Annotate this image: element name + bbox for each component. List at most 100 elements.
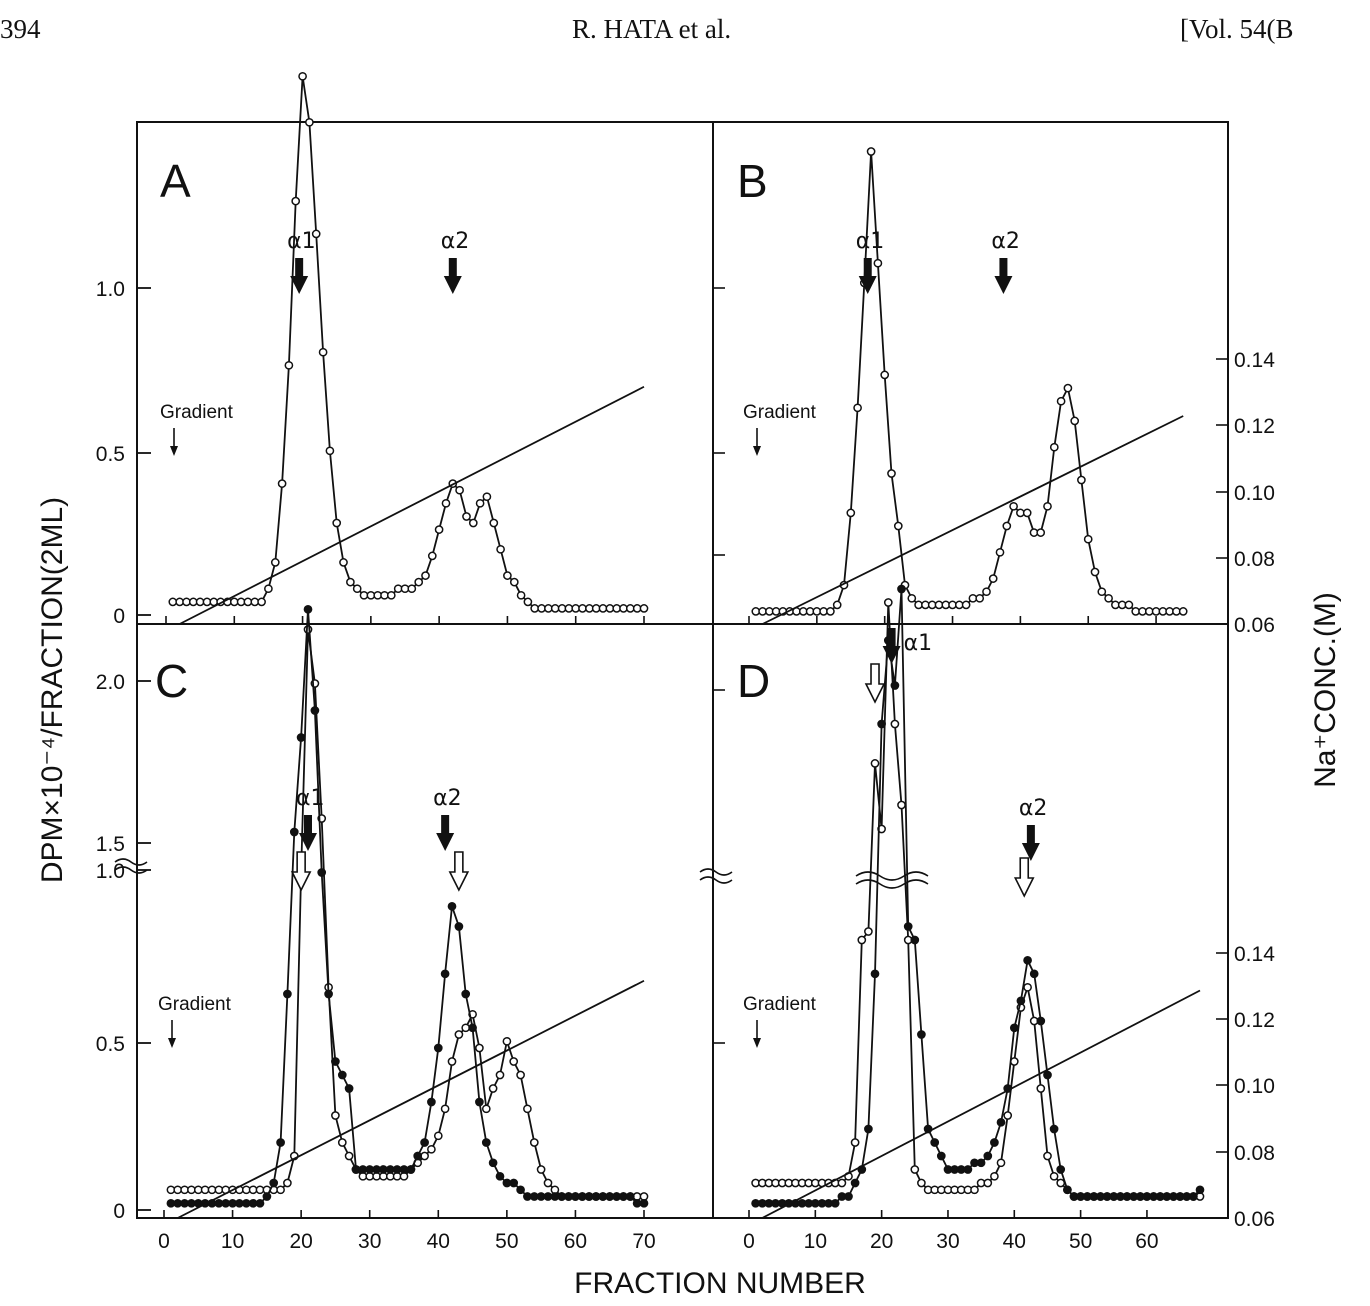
data-point-b-open-38 bbox=[1002, 521, 1012, 531]
gradient-arrowhead-a bbox=[170, 446, 178, 456]
na-tick-label-bottom-1: 0.08 bbox=[1234, 1142, 1275, 1165]
peak-arrow-open-d-1 bbox=[864, 663, 886, 704]
y-tick-label-bottom-0: 0 bbox=[113, 1200, 125, 1223]
data-point-a-open-45 bbox=[468, 518, 478, 528]
data-point-b-open-41 bbox=[1022, 508, 1032, 518]
data-point-c-filled-16 bbox=[269, 1178, 279, 1188]
gradient-arrowhead-b bbox=[753, 446, 761, 456]
data-point-c-open-7 bbox=[207, 1185, 217, 1195]
data-point-c-open-4 bbox=[187, 1185, 196, 1195]
data-point-c-filled-56 bbox=[543, 1192, 553, 1201]
na-tick-label-top-3: 0.12 bbox=[1234, 415, 1275, 438]
data-point-c-filled-45 bbox=[468, 1023, 477, 1033]
peak-arrow-shaft-d-0 bbox=[887, 628, 896, 648]
y-tick-label-top-2: 1.0 bbox=[96, 278, 125, 301]
peak-label-b-alpha1: α1 bbox=[856, 229, 885, 254]
data-point-c-filled-51 bbox=[509, 1178, 519, 1188]
data-point-c-open-17 bbox=[276, 1185, 285, 1195]
na-tick-label-bottom-4: 0.14 bbox=[1234, 943, 1275, 966]
data-point-d-filled-24 bbox=[903, 922, 913, 931]
data-point-c-filled-58 bbox=[557, 1192, 567, 1201]
figure-frame bbox=[136, 121, 1229, 1219]
y-axis-break-middle bbox=[699, 868, 733, 884]
x-tick-label-c-60: 60 bbox=[564, 1230, 587, 1253]
x-tick-label-c-10: 10 bbox=[221, 1230, 244, 1253]
data-point-a-open-47 bbox=[482, 492, 492, 502]
data-point-d-filled-26 bbox=[917, 1030, 926, 1039]
data-point-a-open-50 bbox=[503, 571, 512, 580]
peak-arrow-head-b-1 bbox=[994, 276, 1013, 294]
data-point-d-open-45 bbox=[1043, 1151, 1052, 1161]
data-point-c-open-38 bbox=[420, 1151, 429, 1161]
data-point-c-filled-44 bbox=[461, 989, 471, 999]
series-line-c-open bbox=[170, 629, 644, 1198]
series-line-c-filled bbox=[170, 609, 644, 1205]
peak-arrow-shaft-a-1 bbox=[448, 258, 457, 278]
data-point-c-filled-17 bbox=[276, 1138, 285, 1147]
y-tick-label-top-1: 0.5 bbox=[96, 443, 125, 466]
data-point-b-open-48 bbox=[1070, 416, 1080, 426]
y-tick-label-top-0: 0 bbox=[113, 605, 125, 628]
peak-arrow-open-c-3 bbox=[448, 851, 470, 892]
data-point-b-open-13 bbox=[832, 600, 842, 610]
data-point-c-filled-13 bbox=[248, 1198, 258, 1208]
data-point-a-open-27 bbox=[346, 577, 355, 587]
data-point-c-filled-19 bbox=[289, 827, 299, 837]
peak-arrow-head-c-2 bbox=[436, 833, 455, 851]
gradient-arrowhead-c bbox=[168, 1038, 176, 1048]
data-point-b-open-22 bbox=[893, 521, 903, 531]
data-point-a-open-24 bbox=[325, 446, 335, 456]
data-point-a-open-64 bbox=[598, 604, 608, 613]
data-point-a-open-68 bbox=[625, 604, 635, 613]
data-point-c-filled-11 bbox=[235, 1198, 244, 1208]
panel-label-a: A bbox=[160, 155, 191, 207]
data-point-c-filled-4 bbox=[187, 1198, 196, 1208]
series-line-d-open bbox=[755, 602, 1200, 1198]
y2-axis-title: Na⁺CONC.(M) bbox=[1309, 592, 1342, 788]
x-tick-label-c-20: 20 bbox=[289, 1230, 312, 1253]
data-point-c-filled-46 bbox=[475, 1097, 484, 1107]
data-point-b-open-32 bbox=[961, 600, 971, 610]
data-point-c-filled-30 bbox=[365, 1165, 375, 1174]
y-tick-label-bottom-3: 1.5 bbox=[96, 833, 125, 856]
data-point-c-filled-28 bbox=[351, 1165, 361, 1174]
data-point-c-open-21 bbox=[303, 625, 313, 634]
data-point-b-open-36 bbox=[988, 574, 998, 583]
data-point-b-open-64 bbox=[1178, 607, 1188, 616]
series-line-b-open bbox=[755, 151, 1184, 613]
data-point-b-open-19 bbox=[873, 258, 883, 268]
data-point-a-open-18 bbox=[284, 360, 294, 370]
data-point-c-open-42 bbox=[447, 1057, 457, 1066]
data-point-c-open-56 bbox=[543, 1178, 553, 1188]
y-axis-title: DPM×10⁻⁴/FRACTION(2ML) bbox=[36, 497, 69, 883]
data-point-c-filled-69 bbox=[632, 1198, 642, 1208]
data-point-b-open-37 bbox=[995, 547, 1005, 557]
data-point-a-open-19 bbox=[291, 196, 301, 206]
na-tick-label-bottom-2: 0.10 bbox=[1234, 1075, 1275, 1098]
running-head-authors: R. HATA et al. bbox=[572, 14, 732, 44]
data-point-b-open-51 bbox=[1090, 567, 1100, 577]
peak-label-a-alpha2: α2 bbox=[441, 229, 470, 254]
data-point-c-filled-32 bbox=[379, 1165, 388, 1174]
data-point-c-filled-60 bbox=[571, 1192, 580, 1201]
data-point-c-filled-38 bbox=[420, 1138, 429, 1147]
data-point-d-open-22 bbox=[890, 719, 900, 729]
data-point-b-open-12 bbox=[826, 607, 835, 616]
data-point-c-filled-68 bbox=[625, 1192, 635, 1201]
data-point-c-open-27 bbox=[344, 1151, 354, 1161]
data-point-c-open-47 bbox=[481, 1104, 491, 1114]
data-point-c-filled-70 bbox=[639, 1198, 649, 1208]
x-tick-label-c-70: 70 bbox=[632, 1230, 655, 1253]
data-point-a-open-21 bbox=[305, 117, 314, 127]
data-point-d-filled-40 bbox=[1009, 1023, 1019, 1033]
gradient-line-c bbox=[177, 979, 645, 1219]
peak-arrow-open-d-3 bbox=[1013, 857, 1035, 898]
data-point-d-filled-45 bbox=[1043, 1070, 1052, 1080]
data-point-c-filled-67 bbox=[619, 1192, 628, 1201]
x-tick-label-c-40: 40 bbox=[427, 1230, 450, 1253]
peak-label-d-alpha2: α2 bbox=[1019, 796, 1048, 821]
gradient-line-b bbox=[762, 415, 1184, 625]
peak-arrow-head-d-0 bbox=[882, 646, 901, 664]
data-point-c-filled-21 bbox=[303, 604, 313, 614]
gradient-label-a: Gradient bbox=[160, 402, 234, 423]
